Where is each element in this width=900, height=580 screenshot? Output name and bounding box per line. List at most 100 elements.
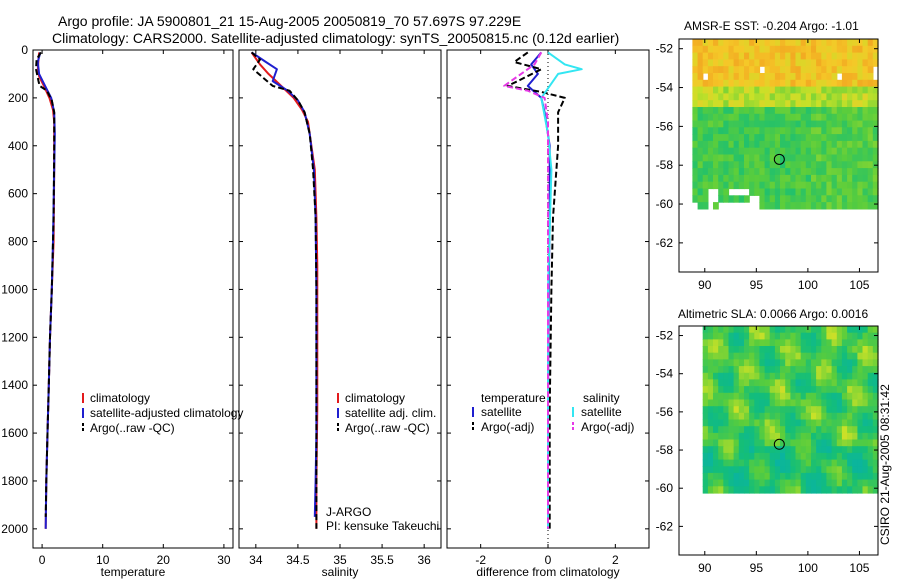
heatmap-cell [702, 439, 709, 447]
heatmap-cell [847, 127, 853, 135]
heatmap-cell [744, 379, 750, 387]
heatmap-cell [764, 120, 771, 128]
heatmap-cell [841, 372, 848, 381]
heatmap-cell [718, 161, 724, 169]
heatmap-cell [795, 339, 802, 347]
heatmap-cell [744, 79, 750, 88]
heatmap-cell [738, 154, 745, 162]
heatmap-cell [785, 406, 791, 414]
heatmap-cell [697, 127, 704, 135]
heatmap-cell [707, 45, 714, 54]
heatmap-cell [707, 73, 714, 81]
heatmap-cell [744, 107, 750, 115]
heatmap-cell [852, 452, 858, 461]
heatmap-cell [728, 406, 735, 414]
heatmap-cell [816, 392, 822, 401]
heatmap-cell [754, 174, 761, 183]
heatmap-cell [697, 140, 704, 149]
heatmap-cell [831, 419, 838, 427]
heatmap-cell [847, 79, 853, 88]
heatmap-cell [862, 426, 869, 434]
heatmap-cell [774, 120, 781, 128]
heatmap-cell [867, 100, 874, 108]
heatmap-cell [872, 107, 879, 115]
heatmap-cell [841, 195, 848, 203]
heatmap-cell [857, 439, 864, 447]
heatmap-cell [774, 386, 781, 394]
salinity-xtick-label: 34 [249, 553, 263, 567]
heatmap-cell [857, 147, 864, 156]
heatmap-cell [707, 66, 714, 74]
salinity-profile-panel: 34 34.5 35 35.5 36salinityclimatologysatelli… [238, 49, 442, 579]
heatmap-cell [795, 39, 802, 47]
heatmap-cell [718, 147, 724, 156]
heatmap-cell [749, 86, 755, 94]
heatmap-cell [707, 181, 714, 190]
heatmap-cell [728, 446, 735, 454]
heatmap-cell [790, 339, 797, 347]
heatmap-cell [800, 113, 807, 122]
heatmap-cell [713, 372, 719, 381]
heatmap-cell [713, 332, 719, 340]
heatmap-cell [749, 432, 755, 441]
heatmap-cell [841, 39, 848, 47]
heatmap-cell [857, 127, 864, 135]
heatmap-cell [744, 352, 750, 360]
heatmap-cell [867, 188, 874, 196]
heatmap-cell [841, 339, 848, 347]
heatmap-cell [749, 472, 755, 481]
heatmap-cell [795, 399, 802, 407]
heatmap-cell [857, 426, 864, 434]
heatmap-cell [718, 339, 724, 347]
heatmap-cell [769, 107, 776, 115]
heatmap-cell [862, 181, 869, 190]
heatmap-cell [831, 486, 838, 494]
heatmap-cell [831, 168, 838, 176]
heatmap-cell [733, 174, 740, 183]
heatmap-cell [697, 181, 704, 190]
heatmap-cell [707, 346, 714, 354]
heatmap-cell [805, 161, 812, 169]
heatmap-cell [800, 100, 807, 108]
heatmap-cell [785, 446, 791, 454]
heatmap-cell [790, 406, 797, 414]
heatmap-cell [718, 386, 724, 394]
heatmap-cell [826, 432, 833, 441]
heatmap-cell [821, 352, 828, 360]
heatmap-cell [785, 392, 791, 401]
heatmap-cell [836, 466, 843, 474]
heatmap-cell [738, 181, 745, 190]
heatmap-cell [764, 426, 771, 434]
heatmap-cell [707, 472, 714, 481]
heatmap-cell [754, 52, 761, 60]
heatmap-cell [867, 486, 874, 494]
heatmap-cell [764, 107, 771, 115]
heatmap-cell [749, 452, 755, 461]
heatmap-cell [733, 73, 740, 81]
heatmap-cell [805, 79, 812, 88]
heatmap-cell [821, 332, 828, 340]
heatmap-cell [774, 352, 781, 360]
heatmap-cell [749, 459, 755, 467]
heatmap-cell [744, 134, 750, 142]
heatmap-cell [841, 127, 848, 135]
heatmap-cell [733, 386, 740, 394]
heatmap-cell [713, 140, 719, 149]
heatmap-cell [857, 459, 864, 467]
heatmap-cell [862, 59, 869, 67]
heatmap-cell [862, 466, 869, 474]
heatmap-cell [754, 439, 761, 447]
heatmap-cell [826, 113, 833, 122]
heatmap-cell [759, 346, 766, 354]
heatmap-cell [702, 379, 709, 387]
heatmap-cell [811, 366, 817, 374]
heatmap-cell [816, 79, 822, 88]
heatmap-cell [764, 446, 771, 454]
heatmap-cell [872, 459, 879, 467]
heatmap-cell [723, 432, 730, 441]
heatmap-cell [707, 366, 714, 374]
heatmap-cell [707, 120, 714, 128]
heatmap-cell [749, 352, 755, 360]
heatmap-cell [795, 161, 802, 169]
heatmap-cell [713, 134, 719, 142]
